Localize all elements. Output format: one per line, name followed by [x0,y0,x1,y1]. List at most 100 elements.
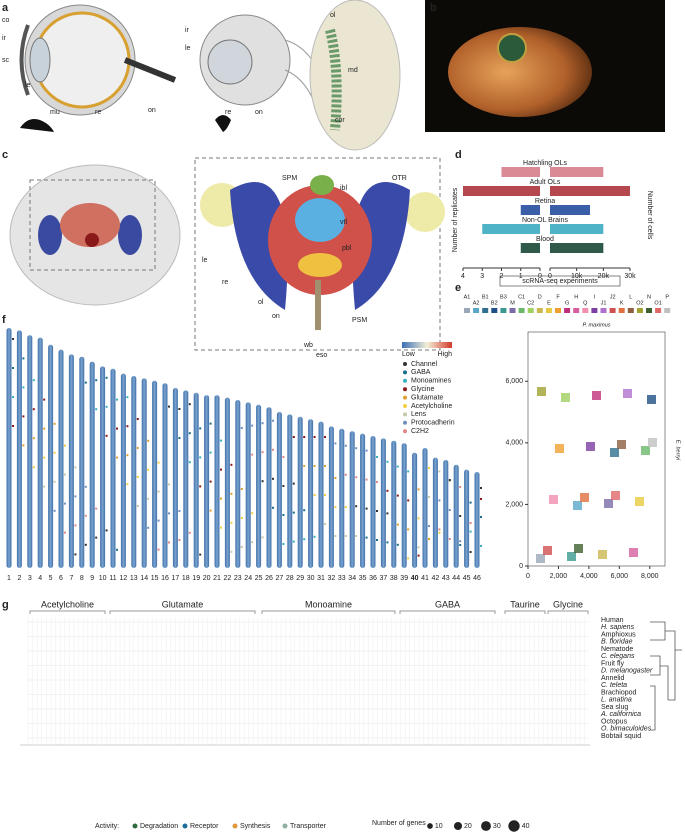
gene-mark [334,535,337,537]
anatomy-label: wb [303,342,313,349]
anatomy-label: SPM [282,175,297,182]
legend-label: Protocadherin [411,420,455,427]
gene-mark [43,427,46,430]
activity-dot [232,823,238,829]
tree [650,621,682,731]
gene-mark [334,477,337,479]
chromosome [37,337,43,568]
cluster-block [617,440,626,449]
cluster-swatch [536,308,543,313]
gene-mark [240,427,243,429]
cluster-label: C2 [527,300,534,306]
gene-mark [355,447,358,450]
chromosome [380,438,386,568]
cluster-label: O1 [654,300,661,306]
gene-mark [105,405,108,408]
chromosome-label: 46 [473,575,481,582]
chromosome-label: 4 [38,575,42,582]
activity-dot [182,823,188,829]
cluster-swatch [473,308,480,313]
chromosome-label: 34 [348,575,356,582]
cluster-block [567,552,576,561]
legend-dot [403,378,407,383]
chromosome [141,378,147,568]
tick-label: 0 [519,563,523,570]
gene-mark [136,418,139,420]
chromosome-label: 35 [359,575,367,582]
cluster-label: Q [583,300,588,306]
gene-mark [53,480,56,483]
activity-dot [132,823,138,829]
cluster-swatch [482,308,489,313]
cluster-swatch [500,308,507,313]
gene-mark [448,479,451,481]
group-bracket [504,610,546,614]
group-label: Acetylcholine [41,599,94,609]
gene-mark [407,499,410,502]
activity-label: Receptor [190,823,219,830]
gene-mark [292,511,295,514]
chromosome [276,412,282,568]
bar [550,243,604,253]
chromosome [287,414,293,568]
gene-mark [105,434,108,437]
legend-label: C2H2 [411,428,429,435]
cluster-block [647,395,656,404]
chromosome [16,330,22,568]
gene-mark [313,465,316,467]
gene-mark [168,541,170,544]
gene-mark [324,523,326,525]
chromosome-label: 28 [286,575,294,582]
tick-label: 0 [526,573,530,580]
gene-mark [22,415,25,418]
chromosome-label: 26 [265,575,273,582]
category-label: Hatchling OLs [523,160,567,167]
gene-mark [272,506,274,509]
tick-label: 10k [571,273,583,280]
chromosome-label: 36 [369,575,377,582]
anatomy-label: ibl [340,185,347,192]
bar [550,224,604,234]
cluster-swatch [545,308,552,313]
gene-mark [324,465,326,467]
gene-mark [272,419,274,422]
cluster-block [561,393,570,402]
gene-mark [386,512,389,515]
gene-mark [188,432,191,435]
cluster-swatch [600,308,607,313]
gene-mark [64,502,66,505]
gene-mark [344,444,347,447]
chromosome [391,440,397,568]
panel-letter: g [2,599,9,611]
chromosome-label: 19 [192,575,200,582]
cluster-swatch [636,308,643,313]
group-label: Glutamate [162,599,204,609]
chromosome [204,395,210,568]
gene-mark [261,451,264,454]
gene-mark [480,545,482,547]
chromosome [349,431,355,568]
gene-mark [376,456,378,458]
legend-label: Lens [411,411,427,418]
activity-label: Transporter [290,823,327,830]
gene-mark [12,338,14,340]
gene-mark [116,456,118,459]
gene-mark [32,379,35,382]
legend-label: Monoamines [411,378,452,385]
gene-mark [396,494,399,497]
tick-label: 30k [624,273,636,280]
gene-mark [240,488,243,490]
gene-mark [53,422,56,425]
gene-mark [22,444,25,447]
cluster-swatch [555,308,561,313]
gene-mark [407,557,410,560]
gene-mark [428,525,430,527]
panel-letter: b [430,2,437,14]
chromosome [224,397,230,568]
panel-letter: e [455,282,461,294]
species-latin: D. melanogaster [601,667,653,674]
group-bracket [547,610,589,614]
gene-mark [459,486,462,488]
chromosome [370,436,376,568]
